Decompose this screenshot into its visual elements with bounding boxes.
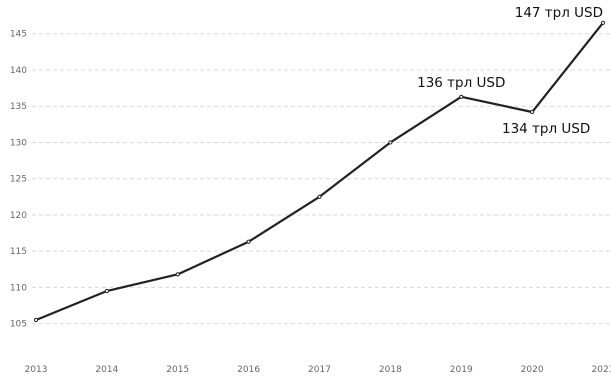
data-point [104, 288, 109, 294]
x-tick-label: 2017 [308, 365, 331, 375]
x-tick-label: 2013 [25, 365, 48, 375]
data-label: 136 трл USD [417, 75, 505, 91]
y-tick-label: 105 [10, 320, 27, 330]
data-point [600, 20, 606, 25]
data-point [33, 317, 39, 323]
data-point [175, 272, 180, 277]
data-labels: 136 трл USD 134 трл USD 147 трл USD [417, 5, 603, 137]
y-tick-label: 115 [10, 247, 27, 257]
series [33, 20, 606, 323]
x-tick-label: 2018 [379, 365, 402, 375]
data-label: 134 трл USD [502, 121, 590, 137]
data-point [317, 194, 322, 199]
y-tick-label: 135 [10, 102, 27, 112]
x-tick-label: 2019 [450, 365, 473, 375]
data-point [246, 239, 251, 244]
y-tick-label: 120 [10, 211, 27, 221]
y-axis: 105 110 115 120 125 130 135 140 145 [10, 30, 27, 330]
y-tick-label: 130 [10, 138, 27, 148]
x-tick-label: 2020 [521, 365, 544, 375]
data-label: 147 трл USD [515, 5, 603, 21]
data-point [530, 109, 535, 115]
y-tick-label: 140 [10, 66, 27, 76]
y-tick-label: 125 [10, 175, 27, 185]
grid [32, 33, 611, 325]
data-point [388, 140, 393, 145]
x-tick-label: 2014 [95, 365, 118, 375]
x-tick-label: 2015 [166, 365, 189, 375]
y-tick-label: 110 [10, 283, 27, 293]
series-line [34, 21, 605, 322]
x-tick-label: 2016 [237, 365, 260, 375]
y-tick-label: 145 [10, 30, 27, 40]
data-point [459, 94, 464, 99]
